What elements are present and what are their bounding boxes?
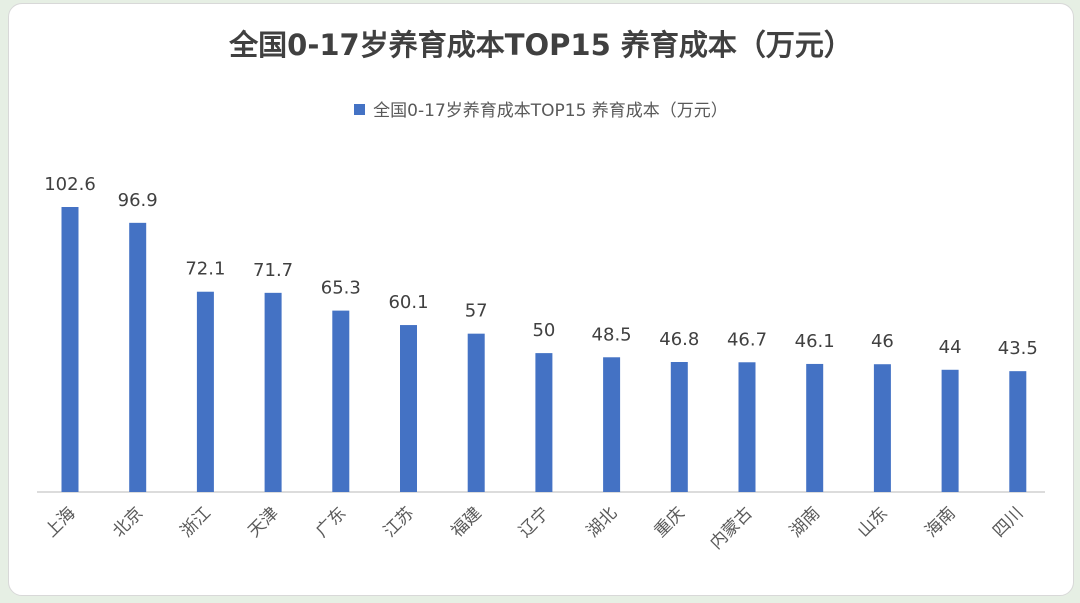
category-label-14: 四川 <box>989 503 1027 541</box>
bar-6 <box>467 333 485 492</box>
legend-label: 全国0-17岁养育成本TOP15 养育成本（万元） <box>373 101 728 121</box>
bar-7 <box>535 353 553 492</box>
category-label-1: 北京 <box>109 503 147 541</box>
value-labels-group: 102.6 96.9 72.1 71.7 65.3 60.1 57 50 48.5 46.8 46.… <box>44 174 1038 359</box>
legend-swatch <box>354 103 366 115</box>
bar-13 <box>941 369 959 492</box>
category-label-12: 山东 <box>854 503 892 541</box>
value-label-6: 57 <box>465 301 488 322</box>
value-label-5: 60.1 <box>388 292 428 313</box>
category-label-6: 福建 <box>448 503 486 541</box>
bar-0 <box>61 207 79 492</box>
chart-title: 全国0-17岁养育成本TOP15 养育成本（万元） <box>229 28 853 62</box>
category-label-8: 湖北 <box>583 503 621 541</box>
value-label-2: 72.1 <box>185 259 225 280</box>
bar-9 <box>670 362 688 492</box>
value-label-3: 71.7 <box>253 260 293 281</box>
category-label-10: 内蒙古 <box>706 503 756 553</box>
bar-12 <box>873 364 891 492</box>
value-label-8: 48.5 <box>592 324 632 345</box>
bar-10 <box>738 362 756 492</box>
value-label-7: 50 <box>532 320 555 341</box>
value-label-0: 102.6 <box>44 174 96 195</box>
category-label-9: 重庆 <box>651 503 689 541</box>
chart-legend: 全国0-17岁养育成本TOP15 养育成本（万元） <box>9 96 1073 121</box>
bar-8 <box>603 357 621 492</box>
category-label-5: 江苏 <box>380 503 418 541</box>
value-label-13: 44 <box>939 337 962 358</box>
bar-3 <box>264 292 282 492</box>
category-label-3: 天津 <box>244 503 282 541</box>
value-label-10: 46.7 <box>727 329 767 350</box>
value-label-14: 43.5 <box>998 338 1038 359</box>
bar-11 <box>806 363 824 492</box>
category-label-4: 广东 <box>312 503 350 541</box>
bar-14 <box>1009 371 1027 492</box>
value-label-11: 46.1 <box>795 331 835 352</box>
bar-1 <box>129 222 147 493</box>
bar-5 <box>400 325 417 492</box>
value-label-4: 65.3 <box>321 278 361 299</box>
bar-2 <box>196 291 214 492</box>
value-label-12: 46 <box>871 331 894 352</box>
bar-4 <box>332 310 350 492</box>
category-label-2: 浙江 <box>177 503 215 541</box>
bars-group <box>61 207 1027 493</box>
category-labels-group: 上海 北京 浙江 天津 广东 江苏 福建 辽宁 湖北 重庆 内蒙古 湖南 山东 海南 四川 <box>41 503 1027 553</box>
value-label-9: 46.8 <box>659 329 699 350</box>
category-label-11: 湖南 <box>786 503 824 541</box>
category-label-0: 上海 <box>41 503 79 541</box>
category-label-13: 海南 <box>921 503 959 541</box>
category-label-7: 辽宁 <box>515 503 553 541</box>
value-label-1: 96.9 <box>118 190 158 211</box>
chart-frame: 全国0-17岁养育成本TOP15 养育成本（万元） 全国0-17岁养育成本TOP… <box>8 3 1074 596</box>
